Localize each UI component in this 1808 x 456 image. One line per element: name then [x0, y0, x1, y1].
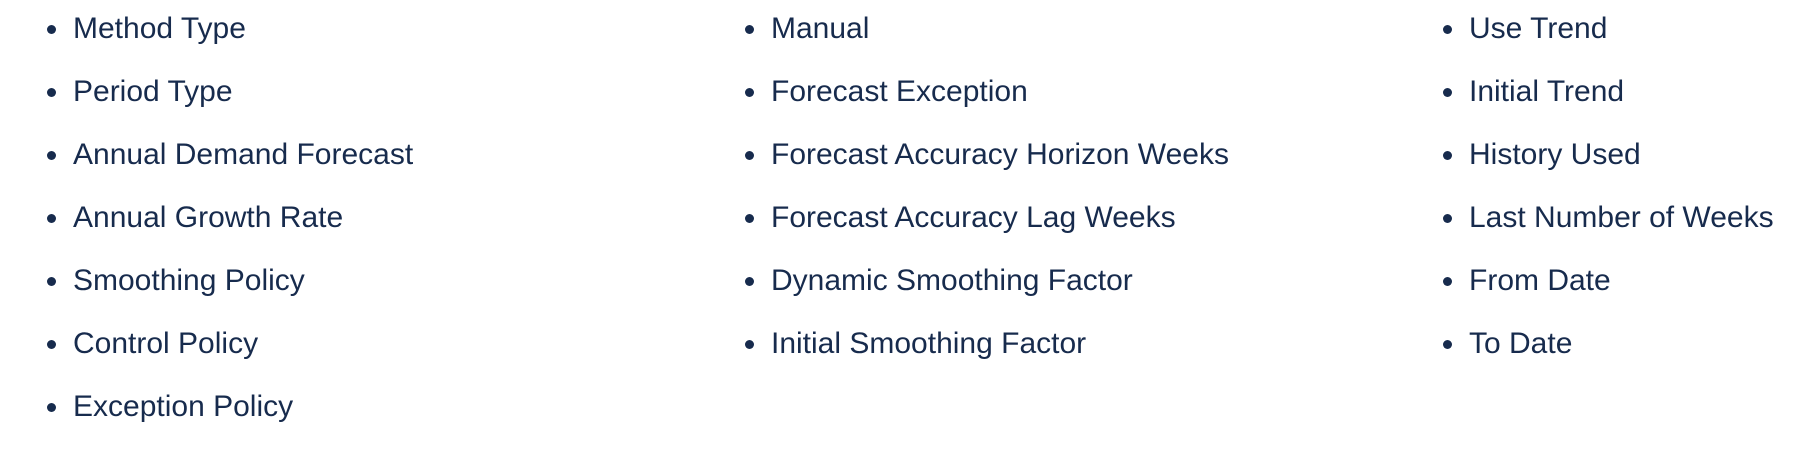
list-item-label: History Used: [1469, 138, 1641, 171]
list-item: Method Type: [44, 0, 413, 63]
list-item-label: Smoothing Policy: [73, 264, 305, 297]
list-item: Manual: [742, 0, 1229, 63]
bullet-icon: [47, 277, 56, 286]
list-item-label: From Date: [1469, 264, 1611, 297]
bullet-icon: [1443, 151, 1452, 160]
list-item: Initial Trend: [1440, 63, 1774, 126]
bullet-icon: [745, 151, 754, 160]
bullet-icon: [745, 88, 754, 97]
bullet-icon: [745, 25, 754, 34]
list-item: Forecast Accuracy Lag Weeks: [742, 189, 1229, 252]
list-item: To Date: [1440, 315, 1774, 378]
list-item: Annual Demand Forecast: [44, 126, 413, 189]
list-item: Dynamic Smoothing Factor: [742, 252, 1229, 315]
list-item: Control Policy: [44, 315, 413, 378]
list-item-label: Annual Demand Forecast: [73, 138, 414, 171]
list-item-label: Initial Trend: [1469, 75, 1625, 108]
list-item: Period Type: [44, 63, 413, 126]
bullet-icon: [745, 277, 754, 286]
list-item-label: Use Trend: [1469, 12, 1608, 45]
bullet-icon: [47, 214, 56, 223]
list-item: Smoothing Policy: [44, 252, 413, 315]
bullet-icon: [745, 340, 754, 349]
list-item: From Date: [1440, 252, 1774, 315]
list-item: Last Number of Weeks: [1440, 189, 1774, 252]
bullet-icon: [47, 88, 56, 97]
list-item-label: Forecast Exception: [771, 75, 1028, 108]
list-item-label: Forecast Accuracy Horizon Weeks: [771, 138, 1229, 171]
list-item-label: Exception Policy: [73, 390, 294, 423]
list-item-label: Dynamic Smoothing Factor: [771, 264, 1133, 297]
list-item-label: To Date: [1469, 327, 1573, 360]
bullet-icon: [47, 25, 56, 34]
list-item: Annual Growth Rate: [44, 189, 413, 252]
field-list-column-2: Manual Forecast Exception Forecast Accur…: [742, 0, 1229, 378]
list-item-label: Period Type: [73, 75, 233, 108]
list-item: Exception Policy: [44, 378, 413, 441]
bullet-icon: [47, 151, 56, 160]
bullet-icon: [1443, 340, 1452, 349]
field-list-column-3: Use Trend Initial Trend History Used Las…: [1440, 0, 1774, 378]
bullet-icon: [745, 214, 754, 223]
list-item: Forecast Exception: [742, 63, 1229, 126]
bullet-icon: [1443, 88, 1452, 97]
list-item-label: Last Number of Weeks: [1469, 201, 1774, 234]
list-item: Forecast Accuracy Horizon Weeks: [742, 126, 1229, 189]
bullet-icon: [1443, 25, 1452, 34]
list-item-label: Initial Smoothing Factor: [771, 327, 1087, 360]
list-item-label: Forecast Accuracy Lag Weeks: [771, 201, 1176, 234]
list-item: Use Trend: [1440, 0, 1774, 63]
list-item-label: Annual Growth Rate: [73, 201, 344, 234]
list-item: Initial Smoothing Factor: [742, 315, 1229, 378]
bullet-icon: [1443, 214, 1452, 223]
list-item-label: Control Policy: [73, 327, 259, 360]
list-item-label: Manual: [771, 12, 870, 45]
list-item-label: Method Type: [73, 12, 246, 45]
list-item: History Used: [1440, 126, 1774, 189]
field-list-column-1: Method Type Period Type Annual Demand Fo…: [44, 0, 413, 441]
bullet-icon: [47, 403, 56, 412]
bullet-icon: [47, 340, 56, 349]
bullet-icon: [1443, 277, 1452, 286]
